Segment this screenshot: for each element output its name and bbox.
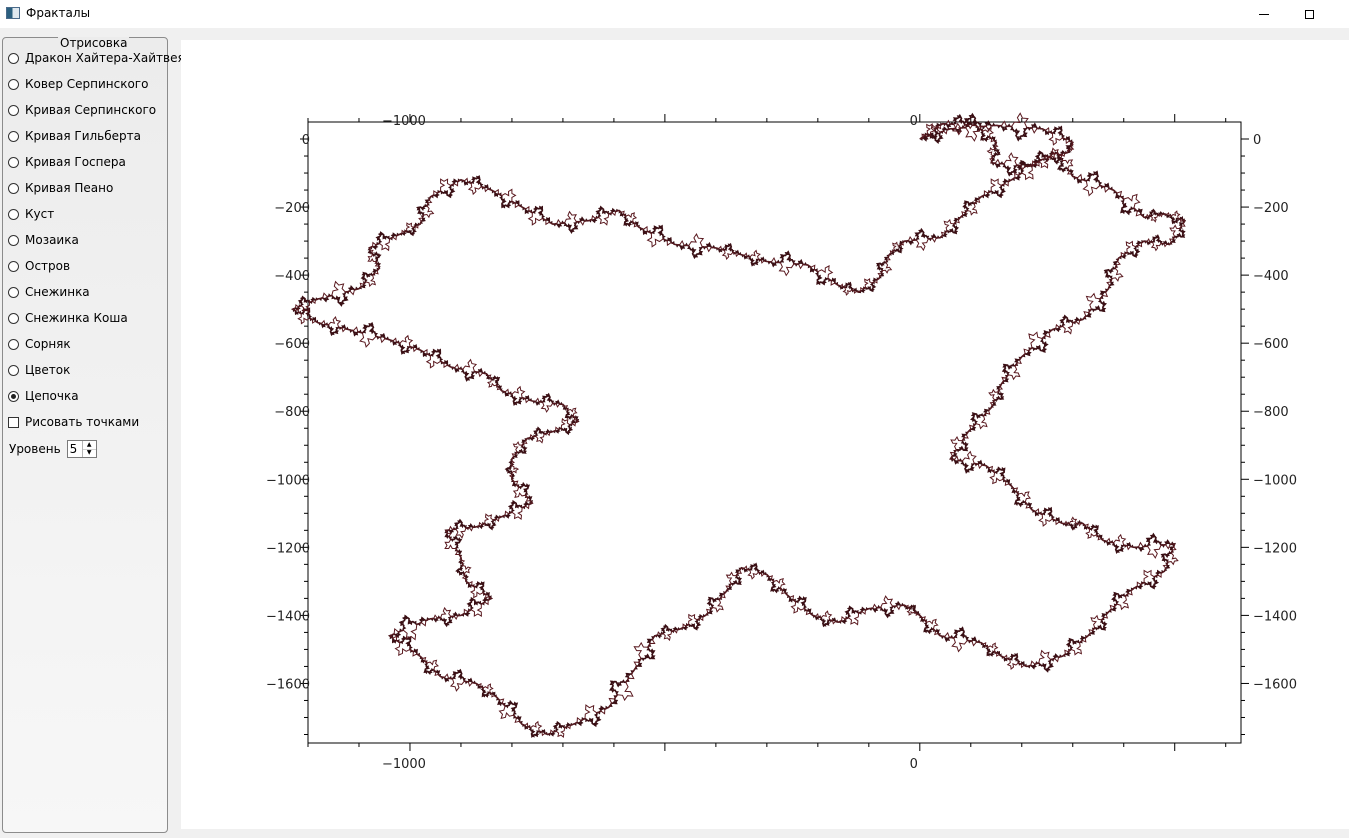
axis-ticks	[300, 114, 1249, 751]
y-tick-label-left: −400	[274, 269, 310, 284]
radio-gosper-curve[interactable]: Кривая Госпера	[8, 153, 126, 171]
fractal-plot: −1000 −1000 0 0 0 0 −200 −200 −400 −400 −600 −600 −8…	[266, 112, 1297, 772]
window-title: Фракталы	[26, 6, 91, 20]
radio-flower[interactable]: Цветок	[8, 361, 70, 379]
radio-sierpinski-curve[interactable]: Кривая Серпинского	[8, 101, 156, 119]
y-tick-label-left: −1200	[266, 541, 310, 556]
radio-label: Ковер Серпинского	[25, 77, 149, 91]
radio-label: Кривая Госпера	[25, 155, 126, 169]
spin-down-icon[interactable]: ▼	[82, 448, 96, 458]
y-tick-label-right: −1400	[1253, 609, 1297, 624]
radio-hilbert-curve[interactable]: Кривая Гильберта	[8, 127, 141, 145]
y-tick-label-left: −1000	[266, 473, 310, 488]
radio-circle[interactable]	[8, 338, 19, 350]
maximize-icon	[1304, 9, 1314, 19]
radio-circle[interactable]	[8, 312, 19, 324]
x-tick-label-bottom: 0	[910, 757, 918, 772]
radio-peano-curve[interactable]: Кривая Пеано	[8, 179, 113, 197]
spin-up-icon[interactable]: ▲	[86, 440, 92, 448]
radio-label: Сорняк	[25, 337, 71, 351]
level-spinbox[interactable]: 5 ▲ ▼	[66, 440, 97, 458]
x-tick-label-bottom: −1000	[382, 757, 426, 772]
draw-points-checkbox[interactable]: Рисовать точками	[8, 413, 139, 431]
radio-circle[interactable]	[8, 78, 19, 90]
radio-circle[interactable]	[8, 364, 19, 376]
minimize-icon	[1259, 13, 1269, 15]
radio-mosaic[interactable]: Мозаика	[8, 231, 79, 249]
radio-circle[interactable]	[8, 104, 19, 116]
y-tick-label-left: −600	[274, 337, 310, 352]
radio-island[interactable]: Остров	[8, 257, 70, 275]
level-value[interactable]: 5	[69, 442, 78, 456]
group-title: Отрисовка	[58, 36, 130, 50]
radio-chain[interactable]: Цепочка	[8, 387, 79, 405]
x-tick-label-top: 0	[910, 114, 918, 129]
y-tick-label-right: −1200	[1253, 541, 1297, 556]
x-tick-label-top: −1000	[382, 114, 426, 129]
y-tick-label-right: −1000	[1253, 473, 1297, 488]
radio-label: Куст	[25, 207, 55, 221]
level-row: Уровень 5 ▲ ▼	[9, 439, 97, 459]
y-tick-label-left: −1400	[266, 609, 310, 624]
radio-label: Кривая Гильберта	[25, 129, 141, 143]
radio-circle[interactable]	[8, 182, 19, 194]
y-tick-label-right: −600	[1253, 337, 1289, 352]
radio-label: Кривая Пеано	[25, 181, 114, 195]
radio-circle[interactable]	[8, 52, 19, 64]
drawing-group-box: Отрисовка Дракон Хайтера-Хайтвея Ковер С…	[2, 36, 185, 833]
radio-label: Снежинка	[25, 285, 90, 299]
level-label: Уровень	[9, 442, 61, 456]
checkbox-label: Рисовать точками	[25, 415, 140, 429]
radio-circle-checked[interactable]	[8, 390, 19, 402]
y-tick-label-left: −200	[274, 201, 310, 216]
radio-label: Снежинка Коша	[25, 311, 128, 325]
plot-canvas[interactable]: −1000 −1000 0 0 0 0 −200 −200 −400 −400 −600 −600 −8…	[181, 40, 1349, 829]
minimize-button[interactable]	[1241, 0, 1287, 28]
checkbox-box[interactable]	[8, 416, 19, 428]
radio-dragon[interactable]: Дракон Хайтера-Хайтвея	[8, 49, 185, 67]
radio-label: Дракон Хайтера-Хайтвея	[25, 51, 185, 65]
radio-circle[interactable]	[8, 208, 19, 220]
fractal-curve-detail	[291, 112, 1186, 738]
radio-koch-snowflake[interactable]: Снежинка Коша	[8, 309, 128, 327]
radio-label: Остров	[25, 259, 71, 273]
radio-label: Цепочка	[25, 389, 79, 403]
y-tick-label-right: −800	[1253, 405, 1289, 420]
radio-circle[interactable]	[8, 130, 19, 142]
plot-frame	[307, 121, 1242, 744]
fractal-curve-outline	[290, 112, 1187, 738]
radio-circle[interactable]	[8, 234, 19, 246]
y-tick-label-left: 0	[302, 133, 310, 148]
radio-circle[interactable]	[8, 260, 19, 272]
radio-label: Мозаика	[25, 233, 79, 247]
app-window-icon	[6, 7, 20, 19]
y-tick-label-right: −400	[1253, 269, 1289, 284]
axis-labels: −1000 −1000 0 0 0 0 −200 −200 −400 −400 −600 −600 −8…	[266, 114, 1297, 772]
radio-weed[interactable]: Сорняк	[8, 335, 71, 353]
radio-label: Кривая Серпинского	[25, 103, 157, 117]
maximize-button[interactable]	[1286, 0, 1332, 28]
radio-label: Цветок	[25, 363, 71, 377]
radio-snowflake[interactable]: Снежинка	[8, 283, 90, 301]
title-bar: Фракталы	[0, 0, 1349, 28]
radio-circle[interactable]	[8, 156, 19, 168]
y-tick-label-right: −1600	[1253, 677, 1297, 692]
radio-bush[interactable]: Куст	[8, 205, 54, 223]
y-tick-label-right: −200	[1253, 201, 1289, 216]
radio-sierpinski-carpet[interactable]: Ковер Серпинского	[8, 75, 148, 93]
y-tick-label-left: −1600	[266, 677, 310, 692]
y-tick-label-left: −800	[274, 405, 310, 420]
radio-circle[interactable]	[8, 286, 19, 298]
y-tick-label-right: 0	[1253, 133, 1261, 148]
